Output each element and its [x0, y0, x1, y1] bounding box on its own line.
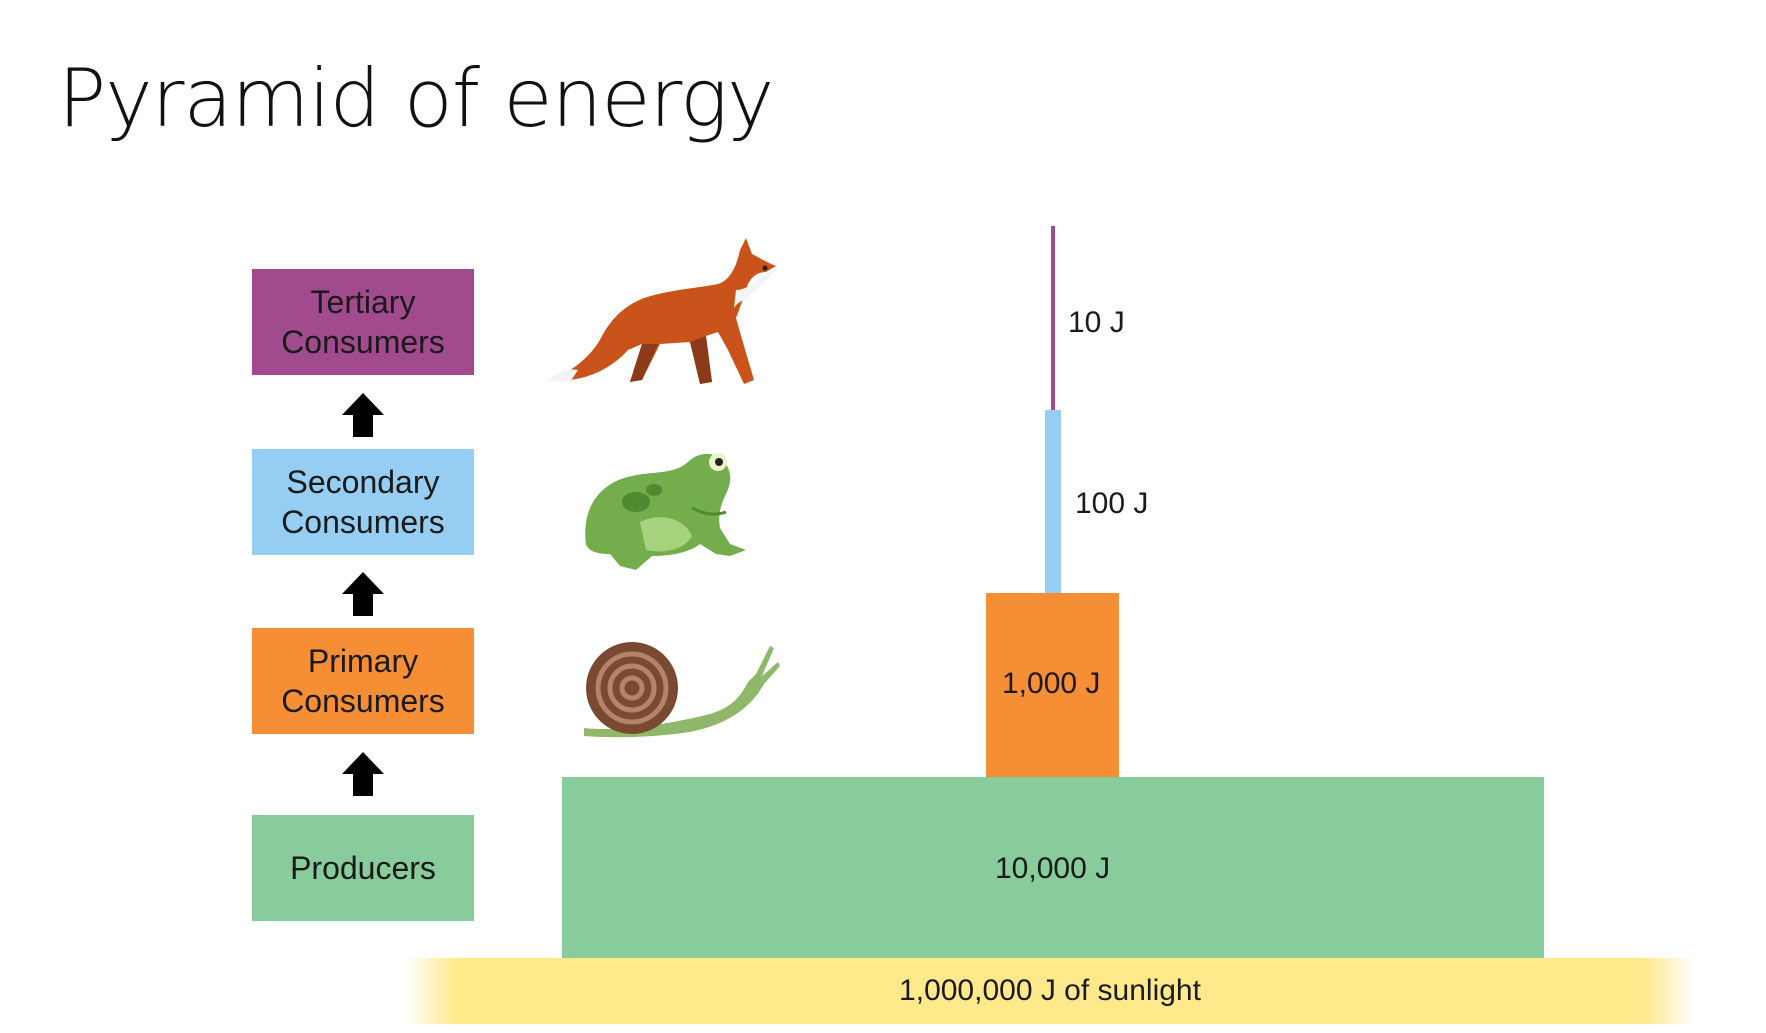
level-secondary-consumers: Secondary Consumers	[252, 449, 474, 555]
level-label-line2: Consumers	[281, 683, 445, 719]
level-label-line1: Tertiary	[310, 284, 416, 320]
fox-icon	[548, 238, 776, 384]
energy-bar-producers	[562, 777, 1544, 959]
sunlight-bar: 1,000,000 J of sunlight	[405, 958, 1695, 1024]
up-arrow-icon	[342, 393, 384, 437]
level-label-line1: Producers	[290, 850, 436, 886]
level-label-line1: Primary	[307, 643, 419, 679]
up-arrow-icon	[342, 572, 384, 616]
energy-bar-primary	[986, 593, 1119, 777]
energy-bar-tertiary	[1051, 226, 1055, 410]
energy-bar-secondary	[1045, 410, 1061, 593]
energy-label-producers: 10,000 J	[995, 852, 1111, 885]
level-label-line1: Secondary	[286, 464, 440, 500]
level-label-line2: Consumers	[281, 504, 445, 540]
frog-icon	[585, 453, 746, 570]
energy-label-tertiary: 10 J	[1068, 306, 1125, 339]
snail-icon	[584, 642, 780, 738]
level-tertiary-consumers: Tertiary Consumers	[252, 269, 474, 375]
level-primary-consumers: Primary Consumers	[252, 628, 474, 734]
page-title: Pyramid of energy	[58, 52, 774, 145]
level-label-line2: Consumers	[281, 324, 445, 360]
energy-label-secondary: 100 J	[1075, 487, 1149, 520]
up-arrow-icon	[342, 752, 384, 796]
level-producers: Producers	[252, 815, 474, 921]
sunlight-label: 1,000,000 J of sunlight	[899, 974, 1201, 1007]
energy-label-primary: 1,000 J	[1002, 667, 1101, 700]
